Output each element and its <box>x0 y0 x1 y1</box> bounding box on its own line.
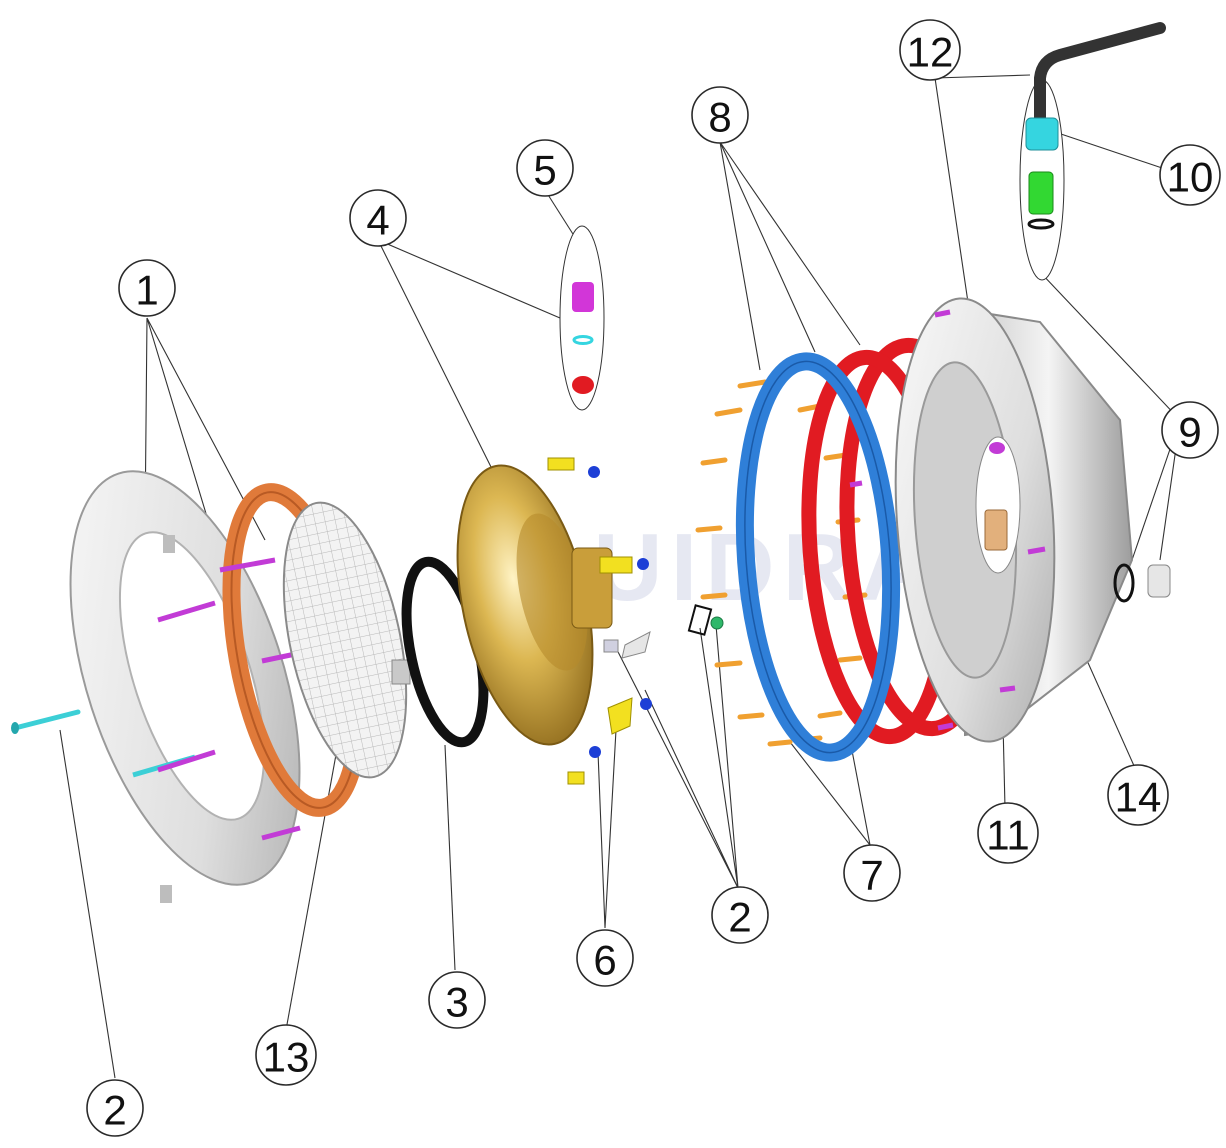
svg-text:3: 3 <box>445 979 468 1026</box>
lamp-lens <box>282 501 411 779</box>
callout-1: 1 <box>118 259 176 317</box>
svg-text:14: 14 <box>1115 774 1162 821</box>
svg-text:6: 6 <box>593 937 616 984</box>
callout-6: 6 <box>576 929 634 987</box>
callout-2-left: 2 <box>86 1079 144 1137</box>
brass-niche <box>456 457 652 785</box>
callout-13: 13 <box>255 1024 317 1086</box>
callout-4: 4 <box>349 189 407 247</box>
svg-text:4: 4 <box>366 197 389 244</box>
svg-text:10: 10 <box>1167 154 1214 201</box>
front-trim-ring <box>69 470 301 903</box>
callout-11: 11 <box>977 802 1039 864</box>
callout-5: 5 <box>516 139 574 197</box>
svg-text:8: 8 <box>708 94 731 141</box>
svg-text:13: 13 <box>263 1034 310 1081</box>
callout-7: 7 <box>843 844 901 902</box>
callout-8: 8 <box>691 86 749 144</box>
cable-fitting-parts <box>1113 563 1171 603</box>
callout-14: 14 <box>1107 764 1169 826</box>
cable-assembly <box>1019 22 1166 281</box>
callout-2-right: 2 <box>711 886 769 944</box>
svg-text:1: 1 <box>135 267 158 314</box>
part-5-capsule <box>559 225 605 411</box>
svg-text:11: 11 <box>986 812 1030 859</box>
long-screw-cyan <box>11 709 81 734</box>
svg-text:2: 2 <box>103 1087 126 1134</box>
housing-body <box>849 297 1134 743</box>
svg-text:7: 7 <box>860 852 883 899</box>
callout-12: 12 <box>899 19 961 81</box>
svg-text:9: 9 <box>1178 409 1201 456</box>
svg-text:5: 5 <box>533 147 556 194</box>
callout-10: 10 <box>1159 144 1221 206</box>
svg-text:12: 12 <box>907 29 954 76</box>
callout-9: 9 <box>1161 401 1219 459</box>
small-gasket-pieces <box>687 604 724 636</box>
callout-3: 3 <box>428 971 486 1029</box>
svg-text:2: 2 <box>728 894 751 941</box>
